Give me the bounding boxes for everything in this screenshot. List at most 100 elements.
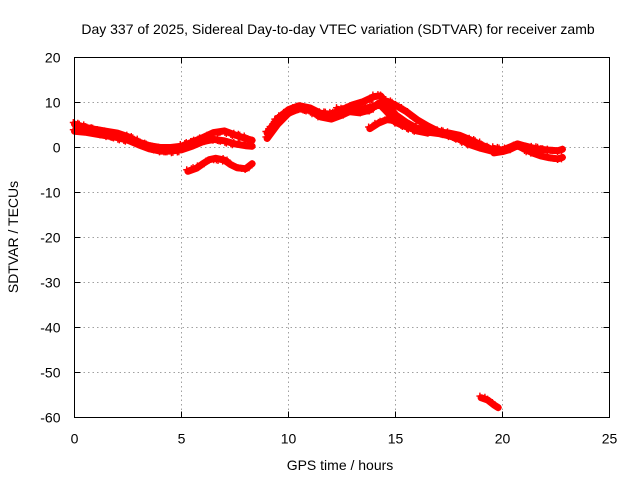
- data-point-marker: [109, 134, 117, 142]
- data-point-marker: [458, 134, 466, 142]
- data-point-marker: [314, 113, 322, 121]
- data-point-marker: [460, 135, 468, 143]
- data-point-marker: [333, 112, 341, 120]
- data-point-marker: [238, 164, 246, 172]
- data-point-marker: [550, 154, 558, 162]
- data-point-marker: [327, 114, 335, 122]
- data-point-marker: [236, 131, 244, 139]
- data-point-marker: [494, 404, 502, 412]
- data-point-marker: [543, 152, 551, 160]
- series-arc-3: [183, 154, 256, 175]
- x-tick-label: 15: [388, 431, 404, 447]
- y-axis-ticks: 20 10 0 -10 -20 -30 -40 -50 -60: [40, 50, 610, 426]
- data-point-marker: [397, 104, 405, 112]
- data-point-marker: [221, 138, 229, 146]
- data-point-marker: [550, 147, 558, 154]
- y-tick-label: -20: [40, 230, 60, 246]
- data-point-marker: [397, 120, 405, 128]
- data-point-marker: [393, 102, 401, 110]
- data-point-marker: [534, 143, 542, 151]
- data-point-marker: [74, 119, 82, 127]
- data-point-marker: [522, 144, 530, 152]
- data-point-marker: [182, 142, 190, 150]
- data-point-marker: [371, 119, 379, 127]
- data-point-marker: [89, 129, 97, 137]
- x-axis-ticks: 0 5 10 15 20 25: [71, 57, 617, 447]
- x-tick-label: 10: [281, 431, 297, 447]
- y-tick-label: -50: [40, 365, 60, 381]
- data-point-marker: [472, 141, 480, 149]
- data-point-marker: [201, 158, 209, 166]
- data-point-marker: [154, 147, 162, 155]
- data-point-marker: [175, 148, 183, 156]
- data-point-marker: [241, 165, 249, 173]
- data-point-marker: [382, 107, 390, 115]
- data-point-marker: [221, 128, 229, 136]
- data-point-marker: [230, 129, 238, 137]
- y-tick-label: 20: [45, 50, 61, 66]
- data-point-marker: [176, 144, 184, 152]
- data-point-marker: [234, 130, 242, 138]
- data-point-marker: [403, 124, 411, 131]
- x-tick-label: 0: [71, 431, 79, 447]
- data-point-marker: [406, 112, 414, 120]
- series-arc-6: [333, 96, 485, 151]
- data-point-marker: [484, 397, 492, 405]
- data-point-marker: [452, 131, 460, 139]
- data-point-marker: [371, 102, 379, 110]
- data-point-marker: [382, 96, 390, 104]
- data-point-marker: [223, 156, 231, 164]
- data-point-marker: [361, 98, 369, 106]
- data-point-marker: [181, 143, 189, 151]
- data-point-marker: [194, 139, 202, 147]
- data-point-marker: [216, 137, 224, 145]
- x-axis-label: GPS time / hours: [287, 457, 394, 473]
- data-point-marker: [557, 147, 565, 155]
- data-point-marker: [308, 110, 316, 118]
- y-tick-label: 0: [53, 140, 61, 156]
- y-axis-label: SDTVAR / TECUs: [5, 181, 21, 293]
- data-point-marker: [222, 129, 230, 137]
- data-point-marker: [136, 141, 144, 149]
- data-point-marker: [365, 123, 373, 131]
- data-point-marker: [142, 143, 150, 151]
- data-point-marker: [391, 117, 399, 125]
- data-point-marker: [558, 145, 566, 153]
- data-point-marker: [244, 135, 252, 143]
- data-point-marker: [367, 95, 375, 103]
- data-point-marker: [302, 107, 310, 115]
- data-point-marker: [219, 155, 227, 162]
- y-tick-label: -10: [40, 185, 60, 201]
- data-point-marker: [376, 117, 384, 125]
- data-point-marker: [418, 120, 426, 128]
- data-point-marker: [513, 141, 521, 149]
- data-point-marker: [399, 105, 407, 113]
- data-point-marker: [262, 133, 270, 141]
- data-point-marker: [398, 121, 406, 129]
- data-point-marker: [222, 139, 230, 147]
- y-tick-label: -30: [40, 275, 60, 291]
- data-point-marker: [135, 140, 143, 148]
- data-point-marker: [543, 145, 551, 153]
- data-point-marker: [69, 119, 77, 126]
- data-point-marker: [244, 141, 252, 149]
- data-point-marker: [188, 141, 196, 149]
- data-point-marker: [127, 136, 135, 144]
- data-series: [69, 91, 566, 412]
- data-point-marker: [557, 155, 565, 163]
- x-tick-label: 20: [495, 431, 511, 447]
- series-arc-9: [489, 140, 566, 155]
- data-point-marker: [129, 137, 137, 145]
- x-tick-label: 5: [178, 431, 186, 447]
- data-point-marker: [365, 107, 373, 115]
- data-point-marker: [248, 160, 256, 168]
- data-point-marker: [240, 140, 248, 148]
- data-point-marker: [190, 140, 198, 148]
- series-arc-7: [365, 116, 432, 137]
- data-point-marker: [193, 162, 201, 170]
- data-point-marker: [141, 142, 149, 150]
- data-point-marker: [424, 129, 432, 137]
- y-tick-label: -60: [40, 410, 60, 426]
- data-point-marker: [229, 161, 237, 169]
